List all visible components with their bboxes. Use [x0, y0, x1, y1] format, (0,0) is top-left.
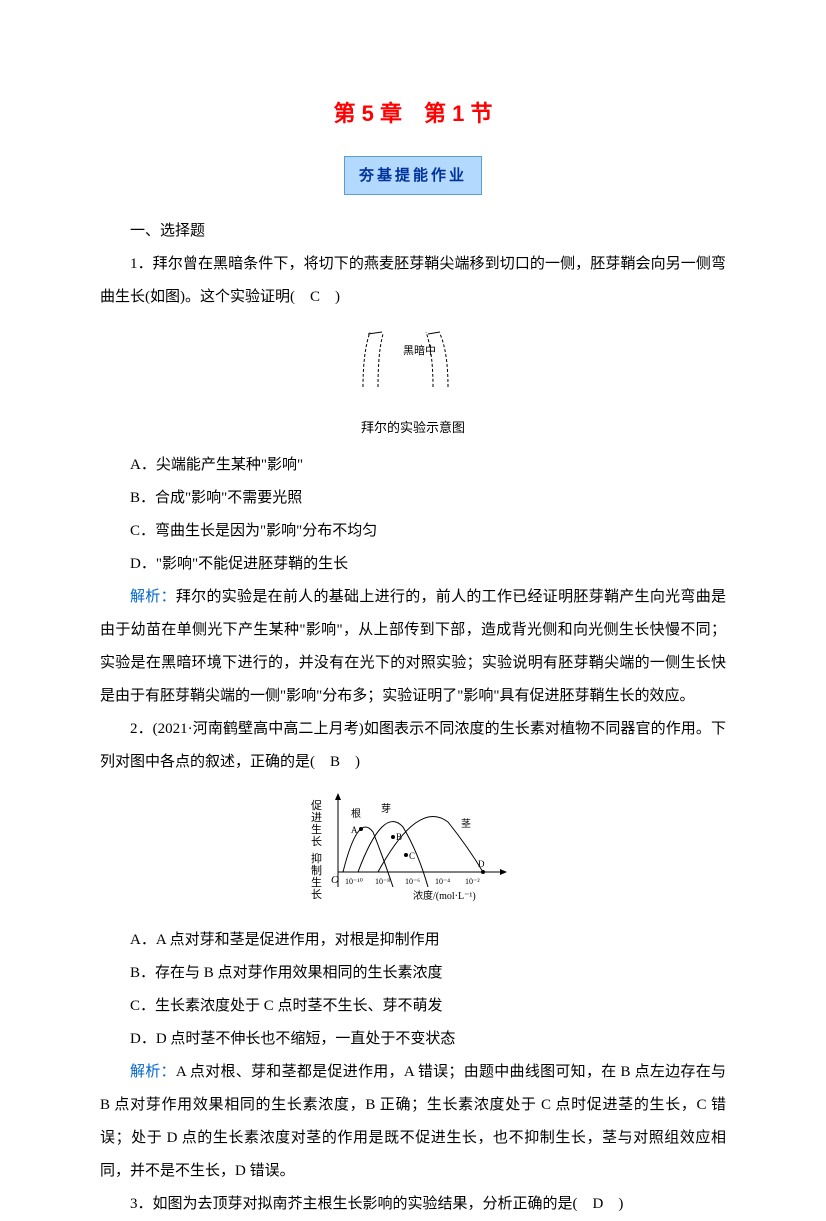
svg-text:10⁻⁶: 10⁻⁶: [405, 877, 420, 886]
ylabel-top-1: 促: [311, 798, 322, 812]
svg-text:10⁻⁸: 10⁻⁸: [375, 877, 390, 886]
svg-text:10⁻¹⁰: 10⁻¹⁰: [345, 877, 363, 886]
q1-option-b: B．合成"影响"不需要光照: [100, 482, 726, 515]
q1-diagram-caption: 拜尔的实验示意图: [100, 414, 726, 443]
q2-option-a: A．A 点对芽和茎是促进作用，对根是抑制作用: [100, 924, 726, 957]
svg-text:进: 进: [311, 811, 322, 824]
subtitle-container: 夯基提能作业: [100, 156, 726, 195]
curve-label-stem: 茎: [461, 818, 471, 830]
q2-option-c: C．生长素浓度处于 C 点时茎不生长、芽不萌发: [100, 990, 726, 1023]
q1-diagram: 黑暗中: [100, 322, 726, 410]
q1-analysis: 解析：拜尔的实验是在前人的基础上进行的，前人的工作已经证明胚芽鞘产生向光弯曲是由…: [100, 581, 726, 713]
q1-option-c: C．弯曲生长是因为"影响"分布不均匀: [100, 515, 726, 548]
subtitle-badge: 夯基提能作业: [344, 156, 482, 195]
q2-stem: 2．(2021·河南鹤壁高中高二上月考)如图表示不同浓度的生长素对植物不同器官的…: [100, 713, 726, 779]
q2-analysis-text: A 点对根、芽和茎都是促进作用，A 错误；由题中曲线图可知，在 B 点左边存在与…: [100, 1064, 726, 1179]
q1-diagram-label: 黑暗中: [403, 343, 436, 357]
svg-text:A: A: [351, 825, 358, 835]
svg-text:生: 生: [311, 822, 322, 836]
chapter-title: 第 5 章 第 1 节: [100, 90, 726, 138]
q1-option-a: A．尖端能产生某种"影响": [100, 449, 726, 482]
svg-text:D: D: [478, 859, 485, 869]
q1-option-d: D．"影响"不能促进胚芽鞘的生长: [100, 548, 726, 581]
q2-option-b: B．存在与 B 点对芽作用效果相同的生长素浓度: [100, 957, 726, 990]
svg-text:生: 生: [311, 875, 322, 889]
curve-label-bud: 芽: [381, 802, 391, 815]
analysis-label: 解析：: [130, 589, 176, 605]
curve-label-root: 根: [351, 807, 361, 820]
svg-text:长: 长: [311, 888, 322, 901]
svg-text:B: B: [396, 832, 402, 842]
q1-stem: 1．拜尔曾在黑暗条件下，将切下的燕麦胚芽鞘尖端移到切口的一侧，胚芽鞘会向另一侧弯…: [100, 248, 726, 314]
analysis-label: 解析：: [130, 1064, 176, 1080]
svg-text:制: 制: [311, 864, 322, 877]
svg-text:O: O: [331, 874, 339, 886]
q2-chart: 促 进 生 长 抑 制 生 长 O 根 芽 茎 A B C D 10⁻¹⁰ 10…: [100, 787, 726, 920]
xlabel: 浓度/(mol·L⁻¹): [413, 889, 476, 902]
q1-analysis-text: 拜尔的实验是在前人的基础上进行的，前人的工作已经证明胚芽鞘产生向光弯曲是由于幼苗…: [100, 589, 726, 704]
q2-analysis: 解析：A 点对根、芽和茎都是促进作用，A 错误；由题中曲线图可知，在 B 点左边…: [100, 1056, 726, 1188]
q2-option-d: D．D 点时茎不伸长也不缩短，一直处于不变状态: [100, 1023, 726, 1056]
svg-text:10⁻⁴: 10⁻⁴: [435, 877, 450, 886]
svg-text:C: C: [409, 851, 415, 861]
q3-stem: 3．如图为去顶芽对拟南芥主根生长影响的实验结果，分析正确的是( D ): [100, 1188, 726, 1221]
svg-text:抑: 抑: [311, 851, 322, 865]
svg-text:10⁻²: 10⁻²: [465, 877, 480, 886]
svg-text:长: 长: [311, 835, 322, 848]
section-heading: 一、选择题: [100, 215, 726, 248]
